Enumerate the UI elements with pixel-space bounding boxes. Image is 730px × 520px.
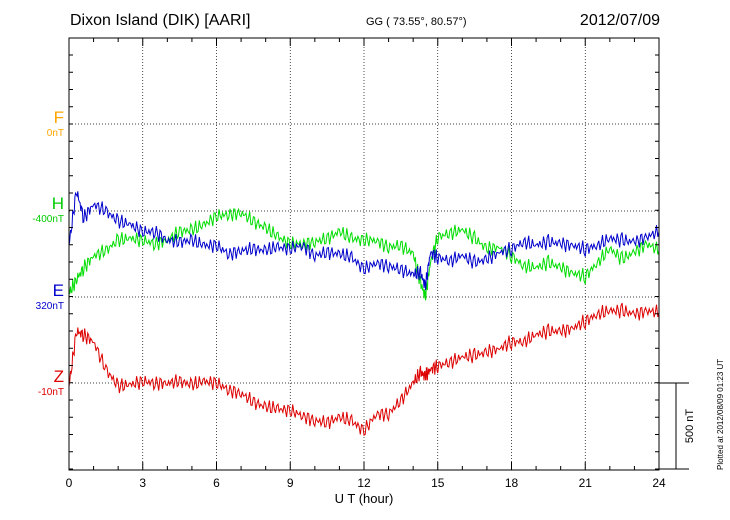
station-coordinates: GG ( 73.55°, 80.57°) [366,16,467,28]
x-axis-label: U T (hour) [335,491,394,506]
component-label-f: F 0nT [0,108,64,139]
x-tick-label: 24 [652,476,666,490]
x-tick-labels: 0 3 6 9 12 15 18 21 24 [66,476,666,490]
component-label-h: H -400nT [0,194,64,225]
x-tick-label: 21 [579,476,593,490]
x-tick-label: 15 [431,476,445,490]
x-tick-label: 9 [287,476,294,490]
component-letter-z: Z [53,367,64,386]
plot-date: 2012/07/09 [579,12,660,29]
component-letter-e: E [52,281,64,300]
component-letter-h: H [51,194,64,213]
x-tick-label: 3 [139,476,146,490]
scale-bar-label: 500 nT [684,409,696,444]
component-label-z: Z -10nT [0,367,64,398]
x-tick-label: 6 [213,476,220,490]
station-title: Dixon Island (DIK) [AARI] [70,12,251,29]
component-base-z: -10nT [37,387,64,398]
scale-bar: 500 nT [659,382,696,470]
x-tick-label: 0 [66,476,73,490]
component-base-h: -400nT [32,214,64,225]
component-base-e: 320nT [35,301,64,312]
series-e-line [68,191,660,291]
component-letter-f: F [53,108,64,127]
x-tick-label: 18 [505,476,519,490]
x-tick-label: 12 [357,476,371,490]
component-base-f: 0nT [46,128,64,139]
series-h-line [68,207,660,301]
component-label-e: E 320nT [0,281,64,312]
series-z-line [68,302,660,437]
series-group [68,191,660,437]
grid [69,38,659,470]
